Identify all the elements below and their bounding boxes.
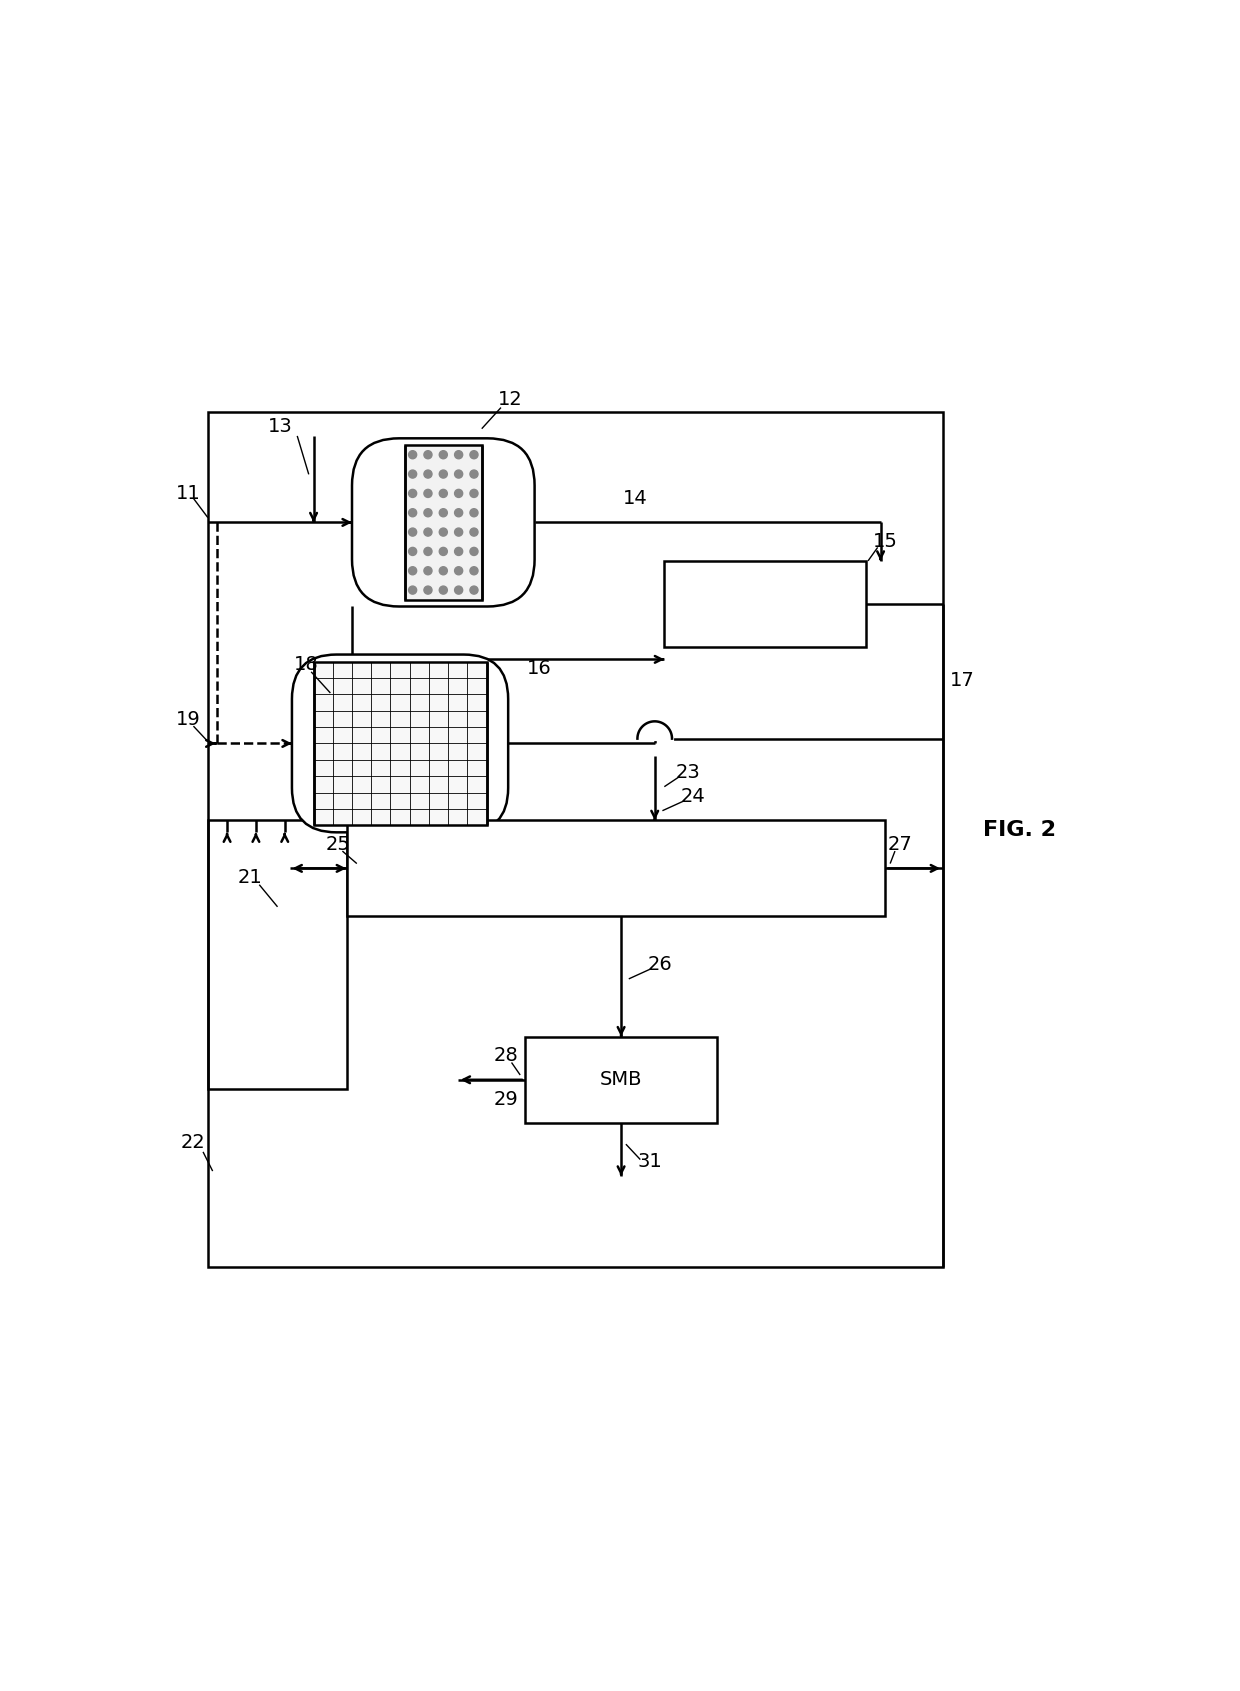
Text: 24: 24 — [681, 786, 706, 807]
Circle shape — [455, 470, 463, 479]
Circle shape — [409, 509, 417, 517]
Circle shape — [424, 489, 432, 497]
FancyBboxPatch shape — [352, 438, 534, 607]
Text: FIG. 2: FIG. 2 — [983, 820, 1056, 840]
Circle shape — [424, 587, 432, 594]
Bar — [665, 561, 866, 648]
Text: SMB: SMB — [600, 1070, 642, 1089]
Circle shape — [455, 528, 463, 536]
Circle shape — [439, 548, 448, 555]
Circle shape — [439, 451, 448, 458]
Circle shape — [455, 548, 463, 555]
Circle shape — [409, 548, 417, 555]
Circle shape — [439, 587, 448, 594]
Circle shape — [439, 470, 448, 479]
Circle shape — [424, 509, 432, 517]
Text: 14: 14 — [624, 489, 647, 507]
Text: 28: 28 — [494, 1047, 518, 1065]
Bar — [525, 1037, 717, 1123]
Circle shape — [455, 587, 463, 594]
Circle shape — [455, 451, 463, 458]
Circle shape — [424, 528, 432, 536]
Circle shape — [424, 566, 432, 575]
Text: 25: 25 — [325, 835, 350, 854]
Text: 26: 26 — [647, 955, 672, 974]
Text: 15: 15 — [873, 533, 898, 551]
Circle shape — [439, 489, 448, 497]
Circle shape — [409, 587, 417, 594]
Circle shape — [470, 587, 477, 594]
Text: 21: 21 — [237, 869, 262, 888]
Bar — [347, 820, 885, 917]
Circle shape — [470, 548, 477, 555]
Circle shape — [409, 451, 417, 458]
Circle shape — [409, 528, 417, 536]
Circle shape — [470, 451, 477, 458]
Circle shape — [439, 509, 448, 517]
Circle shape — [409, 566, 417, 575]
Circle shape — [439, 528, 448, 536]
Circle shape — [470, 509, 477, 517]
Bar — [314, 661, 486, 825]
Circle shape — [424, 548, 432, 555]
Text: 11: 11 — [176, 484, 201, 504]
Circle shape — [470, 566, 477, 575]
Text: 16: 16 — [527, 659, 552, 678]
Circle shape — [409, 489, 417, 497]
Text: 22: 22 — [181, 1133, 206, 1152]
Bar — [208, 413, 942, 1267]
Text: 23: 23 — [676, 763, 701, 781]
Text: 13: 13 — [268, 416, 293, 436]
Circle shape — [409, 470, 417, 479]
Circle shape — [424, 470, 432, 479]
Text: 27: 27 — [888, 835, 913, 854]
Circle shape — [424, 451, 432, 458]
Text: 19: 19 — [176, 710, 201, 729]
FancyBboxPatch shape — [291, 654, 508, 832]
Circle shape — [470, 489, 477, 497]
Text: 18: 18 — [294, 654, 319, 673]
Bar — [405, 445, 481, 600]
Text: 31: 31 — [637, 1152, 662, 1170]
Text: 17: 17 — [950, 671, 975, 690]
Text: 12: 12 — [498, 391, 523, 409]
Circle shape — [439, 566, 448, 575]
Circle shape — [455, 566, 463, 575]
Circle shape — [455, 489, 463, 497]
Circle shape — [470, 470, 477, 479]
Text: 29: 29 — [494, 1089, 518, 1109]
Circle shape — [455, 509, 463, 517]
Circle shape — [470, 528, 477, 536]
Bar — [208, 820, 347, 1089]
